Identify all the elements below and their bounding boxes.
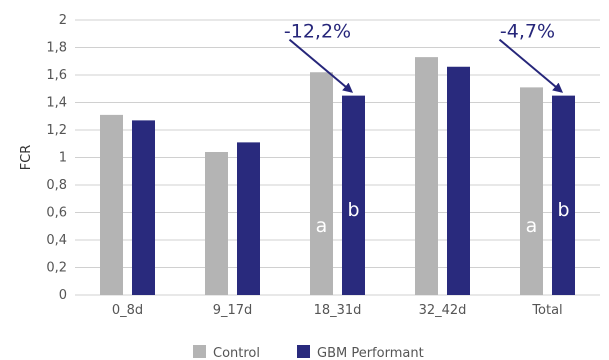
y-axis-label: FCR xyxy=(19,145,34,171)
legend-label: GBM Performant xyxy=(317,346,424,360)
x-tick-label: Total xyxy=(531,303,562,318)
bar-control-18_31d xyxy=(310,72,333,295)
y-tick-label: 1,8 xyxy=(46,41,67,56)
annotations: -12,2% -4,7% xyxy=(284,21,564,93)
annotation-text: -12,2% xyxy=(284,21,351,43)
y-tick-label: 0,4 xyxy=(46,233,67,248)
annotation-arrow xyxy=(288,38,354,93)
gridlines xyxy=(75,19,600,296)
bar-label-control: a xyxy=(316,215,328,237)
y-tick-label: 1,4 xyxy=(46,96,67,111)
y-tick-label: 0,2 xyxy=(46,261,67,276)
x-tick-label: 9_17d xyxy=(213,303,253,318)
y-tick-label: 2 xyxy=(59,13,67,28)
bar-label-control: a xyxy=(526,215,538,237)
bar-gbm-performant-Total xyxy=(552,95,575,295)
bar-control-Total xyxy=(520,87,543,295)
bar-gbm-performant-0_8d xyxy=(132,120,155,295)
bar-gbm-performant-32_42d xyxy=(447,66,470,295)
y-tick-label: 1,6 xyxy=(46,68,67,83)
legend: Control GBM Performant xyxy=(193,345,424,360)
annotation-text: -4,7% xyxy=(500,21,555,43)
bar-control-9_17d xyxy=(205,152,228,295)
x-axis-ticks: 0_8d 9_17d 18_31d 32_42d Total xyxy=(112,303,563,318)
annotation-arrow xyxy=(498,38,564,93)
bar-control-32_42d xyxy=(415,57,438,295)
legend-swatch xyxy=(193,345,206,358)
x-tick-label: 32_42d xyxy=(419,303,467,318)
bar-gbm-performant-9_17d xyxy=(237,142,260,295)
legend-swatch xyxy=(297,345,310,358)
y-tick-label: 1,2 xyxy=(46,123,67,138)
y-tick-label: 1 xyxy=(59,151,67,166)
bar-gbm-performant-18_31d xyxy=(342,95,365,295)
y-tick-label: 0 xyxy=(59,288,67,303)
bars xyxy=(100,57,575,295)
bar-label-gbm: b xyxy=(347,199,359,221)
y-tick-label: 0,6 xyxy=(46,206,67,221)
y-axis-ticks: 0 0,2 0,4 0,6 0,8 1 1,2 1,4 1,6 1,8 2 xyxy=(46,13,67,303)
bar-label-gbm: b xyxy=(557,199,569,221)
y-tick-label: 0,8 xyxy=(46,178,67,193)
x-tick-label: 0_8d xyxy=(112,303,143,318)
legend-label: Control xyxy=(213,346,260,360)
x-tick-label: 18_31d xyxy=(314,303,362,318)
bar-control-0_8d xyxy=(100,114,123,295)
